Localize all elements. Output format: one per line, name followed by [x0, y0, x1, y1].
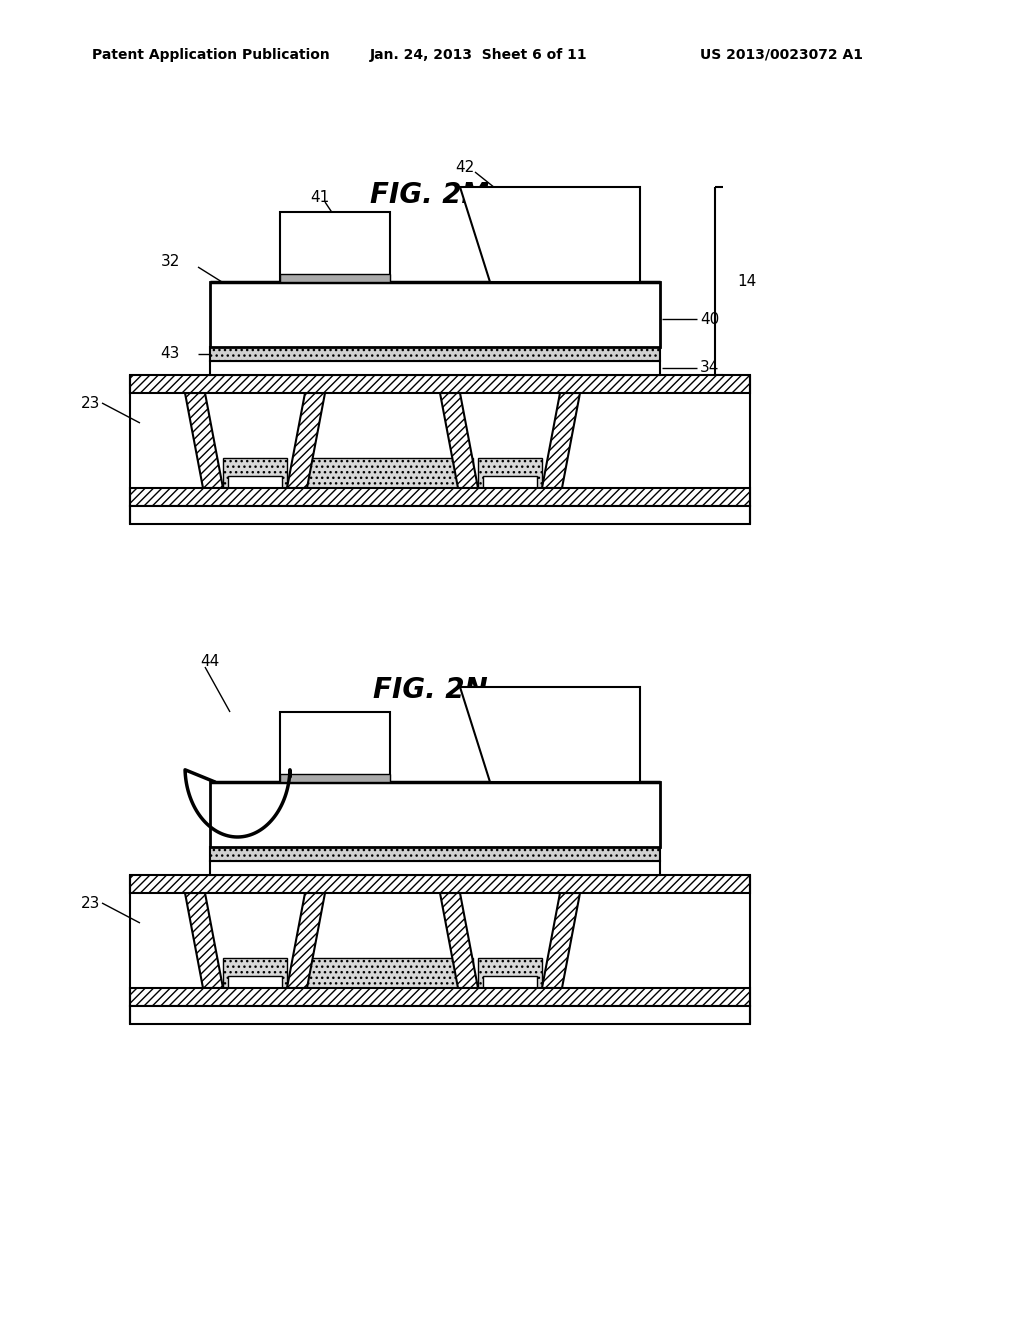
Text: US 2013/0023072 A1: US 2013/0023072 A1	[700, 48, 863, 62]
Bar	[295, 458, 473, 488]
Bar	[483, 975, 537, 987]
Polygon shape	[287, 393, 325, 488]
Text: 44: 44	[200, 655, 219, 669]
Bar	[223, 958, 287, 987]
Polygon shape	[440, 393, 478, 488]
Text: 42: 42	[455, 160, 474, 174]
Bar	[483, 477, 537, 488]
Bar	[210, 847, 660, 861]
Text: 41: 41	[310, 190, 330, 205]
Text: 23: 23	[81, 895, 100, 911]
Bar	[223, 458, 287, 488]
Bar	[280, 711, 390, 781]
Bar	[210, 282, 660, 347]
Bar	[478, 958, 542, 987]
Bar	[130, 393, 185, 488]
Bar	[280, 774, 390, 781]
Text: Jan. 24, 2013  Sheet 6 of 11: Jan. 24, 2013 Sheet 6 of 11	[370, 48, 588, 62]
Bar	[295, 958, 473, 987]
Text: 43: 43	[161, 346, 180, 362]
Bar	[280, 213, 390, 282]
Bar	[210, 781, 660, 847]
Polygon shape	[460, 686, 640, 781]
Bar	[280, 275, 390, 282]
Bar	[228, 975, 282, 987]
Text: FIG. 2N: FIG. 2N	[373, 676, 487, 704]
Bar	[130, 488, 750, 506]
Bar	[228, 477, 282, 488]
Bar	[210, 360, 660, 375]
Text: 32: 32	[161, 255, 180, 269]
Polygon shape	[440, 894, 478, 987]
Bar	[130, 506, 750, 524]
Polygon shape	[542, 393, 580, 488]
Bar	[130, 375, 750, 393]
Polygon shape	[287, 894, 325, 987]
Bar	[130, 1006, 750, 1024]
Bar	[210, 861, 660, 875]
Polygon shape	[542, 894, 580, 987]
Bar	[130, 875, 750, 894]
Polygon shape	[460, 187, 640, 282]
Bar	[210, 347, 660, 360]
Bar	[130, 987, 750, 1006]
Bar	[580, 894, 750, 987]
Text: 23: 23	[81, 396, 100, 411]
Bar	[130, 894, 750, 987]
Text: 34: 34	[700, 360, 720, 375]
Text: 40: 40	[700, 312, 719, 326]
Bar	[130, 894, 185, 987]
Bar	[478, 458, 542, 488]
Bar	[580, 393, 750, 488]
Bar	[130, 393, 750, 488]
Text: FIG. 2M: FIG. 2M	[371, 181, 489, 209]
Polygon shape	[185, 894, 223, 987]
Text: 14: 14	[737, 273, 757, 289]
Polygon shape	[185, 393, 223, 488]
Text: Patent Application Publication: Patent Application Publication	[92, 48, 330, 62]
